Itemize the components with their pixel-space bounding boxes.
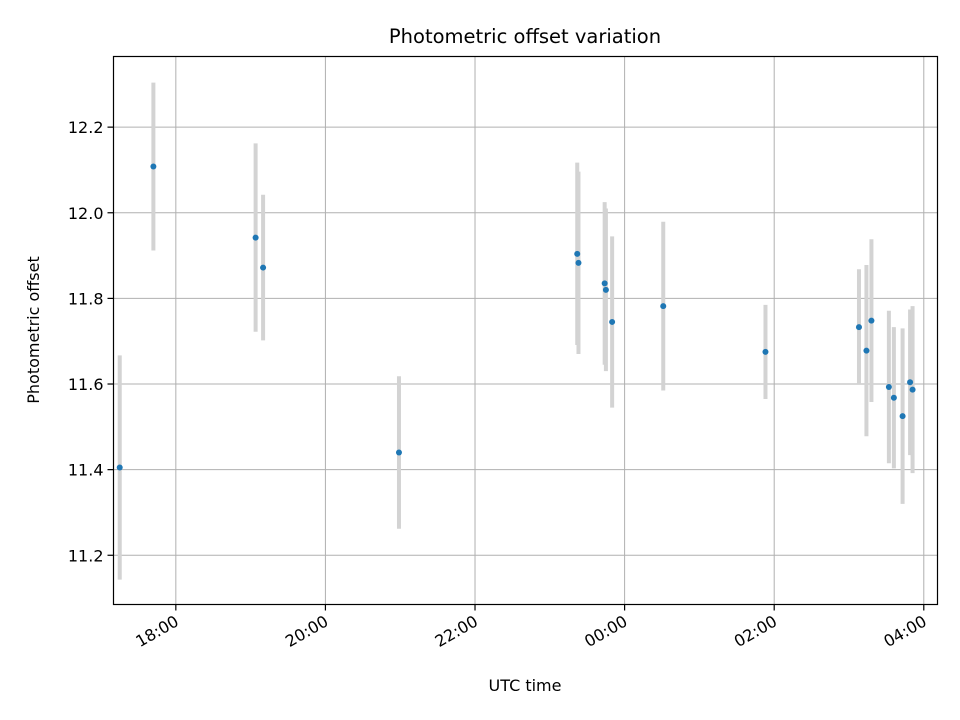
chart-title: Photometric offset variation: [389, 25, 661, 48]
data-point: [395, 449, 402, 456]
point-layer: [116, 163, 916, 471]
data-point: [868, 317, 875, 324]
y-axis-label: Photometric offset: [24, 256, 43, 404]
data-point: [863, 347, 870, 354]
grid-layer: [113, 56, 938, 605]
data-point: [574, 250, 581, 257]
data-point: [602, 286, 609, 293]
data-point: [252, 234, 259, 241]
y-tick-label: 12.2: [68, 118, 104, 137]
data-point: [909, 386, 916, 393]
plot-frame: [112, 55, 939, 606]
data-point: [890, 394, 897, 401]
y-tick-label: 11.8: [68, 289, 104, 308]
data-point: [899, 413, 906, 420]
y-tick-label: 11.4: [68, 461, 104, 480]
data-point: [907, 379, 914, 386]
y-tick-label: 12.0: [68, 204, 104, 223]
y-tick-label: 11.6: [68, 375, 104, 394]
data-point: [762, 348, 769, 355]
data-point: [609, 318, 616, 325]
data-point: [601, 280, 608, 287]
data-point: [116, 464, 123, 471]
y-tick-label: 11.2: [68, 546, 104, 565]
x-axis-label: UTC time: [489, 676, 562, 695]
data-point: [575, 259, 582, 266]
data-point: [150, 163, 157, 170]
data-point: [260, 264, 267, 271]
data-point: [855, 324, 862, 331]
data-point: [885, 384, 892, 391]
data-point: [660, 303, 667, 310]
